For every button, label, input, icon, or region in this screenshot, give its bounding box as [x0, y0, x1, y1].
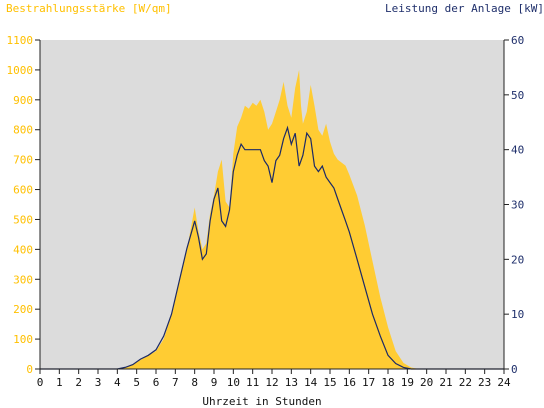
right-tick-labels: 0 10 20 30 40 50 60 [504, 34, 524, 376]
x-tick-label: 11 [246, 376, 259, 389]
right-tick-label: 0 [511, 363, 518, 376]
left-tick-label: 400 [13, 243, 33, 256]
x-tick-label: 0 [37, 376, 44, 389]
right-tick-label: 10 [511, 308, 524, 321]
x-tick-label: 24 [497, 376, 511, 389]
x-tick-label: 7 [172, 376, 179, 389]
x-tick-label: 3 [95, 376, 102, 389]
x-tick-label: 2 [75, 376, 82, 389]
x-tick-label: 4 [114, 376, 121, 389]
irradiance-area [40, 69, 504, 370]
x-tick-label: 20 [420, 376, 433, 389]
left-tick-label: 200 [13, 303, 33, 316]
x-tick-label: 14 [304, 376, 318, 389]
left-tick-label: 1000 [7, 64, 34, 77]
left-tick-labels: 0 100 200 300 400 500 600 700 800 900 1000 1100 [7, 34, 40, 376]
left-tick-label: 600 [13, 184, 33, 197]
left-tick-label: 800 [13, 124, 33, 137]
left-tick-label: 100 [13, 333, 33, 346]
right-tick-label: 60 [511, 34, 524, 47]
left-tick-label: 300 [13, 273, 33, 286]
right-tick-label: 30 [511, 199, 524, 212]
x-tick-label: 21 [439, 376, 452, 389]
x-axis-label: Uhrzeit in Stunden [202, 395, 321, 408]
x-tick-label: 10 [227, 376, 240, 389]
x-tick-label: 22 [459, 376, 472, 389]
x-tick-label: 12 [265, 376, 278, 389]
x-tick-label: 18 [381, 376, 394, 389]
x-tick-label: 19 [401, 376, 414, 389]
left-tick-label: 0 [26, 363, 33, 376]
x-tick-label: 16 [343, 376, 356, 389]
x-tick-label: 15 [323, 376, 336, 389]
left-tick-label: 500 [13, 213, 33, 226]
irradiance-area-layer [40, 69, 504, 370]
x-tick-label: 23 [478, 376, 491, 389]
x-tick-label: 17 [362, 376, 375, 389]
x-tick-label: 5 [133, 376, 140, 389]
right-tick-label: 20 [511, 253, 524, 266]
x-tick-label: 8 [191, 376, 198, 389]
left-tick-label: 700 [13, 154, 33, 167]
left-tick-label: 1100 [7, 34, 34, 47]
power-line [40, 125, 504, 370]
x-tick-labels: 0 1 2 3 4 5 6 7 8 9 10 11 12 13 14 15 16 17 18 19 20 21 22 23 24 [37, 369, 511, 389]
x-tick-label: 13 [285, 376, 298, 389]
x-tick-label: 9 [211, 376, 218, 389]
x-tick-label: 1 [56, 376, 63, 389]
right-tick-label: 50 [511, 89, 524, 102]
right-tick-label: 40 [511, 144, 524, 157]
left-axis-title: Bestrahlungsstärke [W/qm] [6, 2, 172, 15]
x-tick-label: 6 [153, 376, 160, 389]
right-axis-title: Leistung der Anlage [kW] [385, 2, 544, 15]
left-tick-label: 900 [13, 94, 33, 107]
power-line-layer [40, 125, 504, 370]
